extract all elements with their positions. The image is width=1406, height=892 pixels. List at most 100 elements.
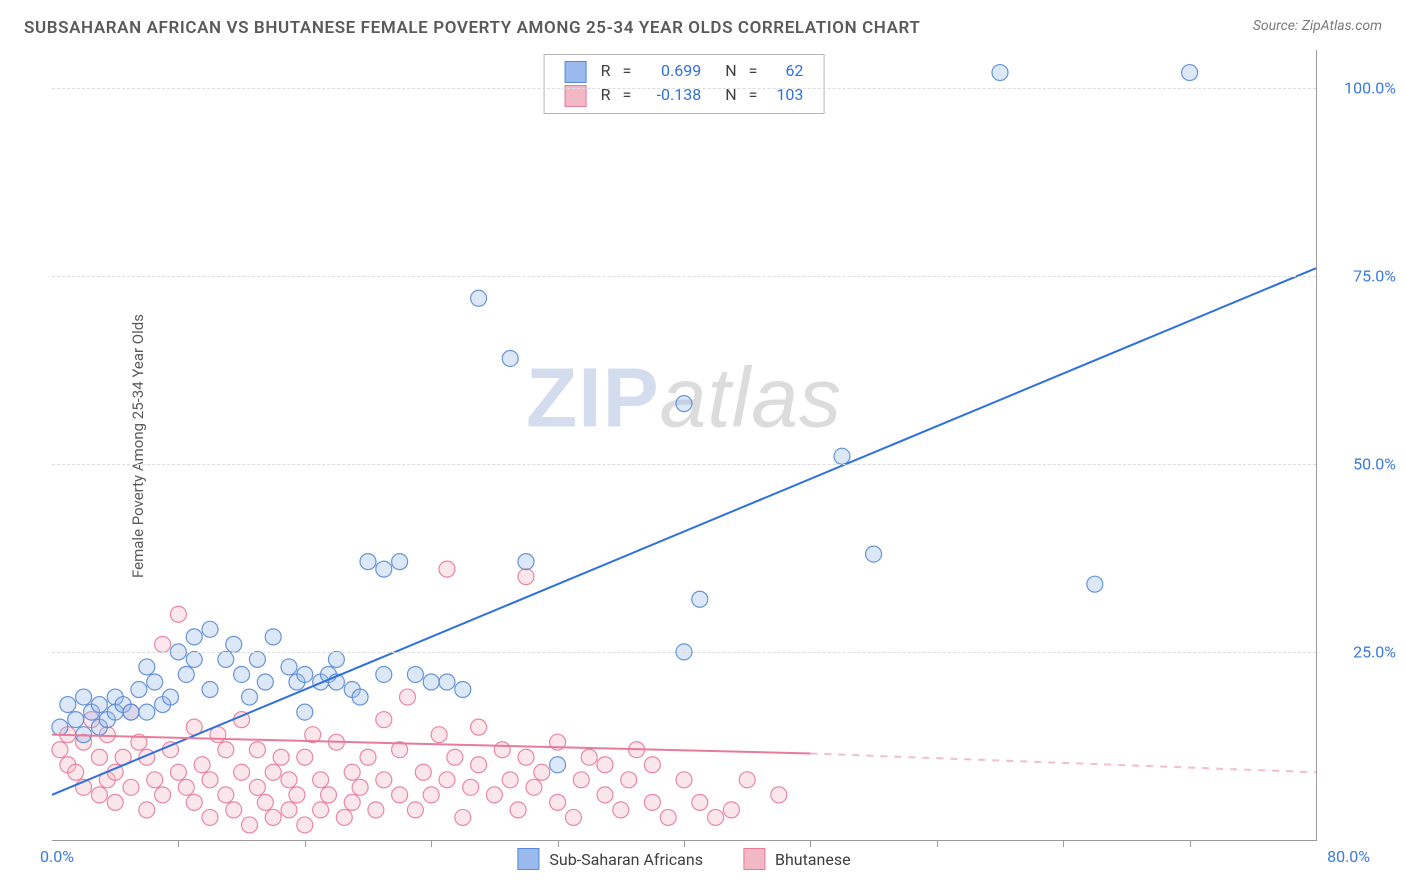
data-point-a: [52, 719, 68, 735]
data-point-b: [297, 817, 313, 833]
data-point-b: [510, 802, 526, 818]
data-point-b: [660, 809, 676, 825]
data-point-a: [550, 757, 566, 773]
y-tick-label: 75.0%: [1326, 266, 1396, 285]
legend-label-a: Sub-Saharan Africans: [549, 850, 703, 869]
data-point-b: [613, 802, 629, 818]
data-point-a: [692, 591, 708, 607]
data-point-b: [723, 802, 739, 818]
equals-sign: =: [743, 59, 764, 83]
x-axis-origin-label: 0.0%: [40, 847, 74, 866]
data-point-b: [518, 749, 534, 765]
data-point-b: [297, 749, 313, 765]
data-point-b: [739, 772, 755, 788]
data-point-a: [123, 704, 139, 720]
data-point-a: [376, 561, 392, 577]
x-axis-end-label: 80.0%: [1327, 847, 1370, 866]
data-point-a: [376, 666, 392, 682]
data-point-b: [415, 764, 431, 780]
n-value-a: 62: [763, 59, 809, 83]
data-point-a: [423, 674, 439, 690]
data-point-a: [676, 396, 692, 412]
data-point-b: [52, 742, 68, 758]
data-point-a: [1087, 576, 1103, 592]
swatch-series-b: [743, 848, 765, 870]
data-point-b: [155, 636, 171, 652]
trend-line-b-dashed: [810, 753, 1316, 772]
n-label: N: [707, 59, 742, 83]
data-point-b: [471, 719, 487, 735]
data-point-b: [257, 794, 273, 810]
x-tick: [558, 840, 559, 847]
r-label: R: [595, 59, 617, 83]
data-point-b: [226, 802, 242, 818]
data-point-b: [352, 779, 368, 795]
data-point-a: [249, 651, 265, 667]
data-point-a: [131, 682, 147, 698]
gridline-h: [52, 464, 1316, 465]
n-value-b: 103: [763, 83, 809, 107]
data-point-b: [194, 757, 210, 773]
data-point-b: [494, 742, 510, 758]
data-point-a: [226, 636, 242, 652]
data-point-b: [344, 794, 360, 810]
legend-label-b: Bhutanese: [775, 850, 851, 869]
data-point-a: [68, 712, 84, 728]
data-point-b: [455, 809, 471, 825]
data-point-a: [186, 629, 202, 645]
r-value-b: -0.138: [637, 83, 707, 107]
data-point-b: [550, 794, 566, 810]
data-point-b: [202, 772, 218, 788]
data-point-a: [218, 651, 234, 667]
x-tick: [1063, 840, 1064, 847]
data-point-b: [68, 764, 84, 780]
data-point-b: [526, 779, 542, 795]
data-point-b: [289, 787, 305, 803]
data-point-b: [273, 749, 289, 765]
data-point-a: [163, 689, 179, 705]
data-point-a: [439, 674, 455, 690]
x-tick: [431, 840, 432, 847]
data-point-b: [91, 749, 107, 765]
x-tick: [178, 840, 179, 847]
data-point-a: [281, 659, 297, 675]
data-point-b: [486, 787, 502, 803]
x-tick: [937, 840, 938, 847]
r-value-a: 0.699: [637, 59, 707, 83]
series-legend: Sub-Saharan Africans Bhutanese: [517, 848, 850, 870]
data-point-b: [186, 794, 202, 810]
data-point-b: [708, 809, 724, 825]
data-point-b: [234, 764, 250, 780]
data-point-a: [360, 554, 376, 570]
equals-sign: =: [616, 83, 637, 107]
gridline-h: [52, 276, 1316, 277]
data-point-b: [400, 689, 416, 705]
correlation-legend: R = 0.699 N = 62 R = -0.138 N = 103: [544, 54, 825, 114]
data-point-b: [249, 779, 265, 795]
data-point-b: [139, 802, 155, 818]
data-point-a: [866, 546, 882, 562]
data-point-b: [439, 561, 455, 577]
r-label: R: [595, 83, 617, 107]
data-point-a: [392, 554, 408, 570]
data-point-b: [644, 794, 660, 810]
data-point-b: [431, 727, 447, 743]
data-point-b: [439, 772, 455, 788]
data-point-a: [186, 651, 202, 667]
data-point-a: [471, 290, 487, 306]
data-point-b: [676, 772, 692, 788]
data-point-b: [170, 606, 186, 622]
data-point-a: [234, 666, 250, 682]
data-point-b: [463, 779, 479, 795]
data-point-a: [352, 689, 368, 705]
data-point-b: [376, 772, 392, 788]
legend-item-a: Sub-Saharan Africans: [517, 848, 703, 870]
data-point-a: [992, 65, 1008, 81]
source-name: ZipAtlas.com: [1302, 18, 1382, 34]
data-point-b: [155, 787, 171, 803]
data-point-b: [202, 809, 218, 825]
data-point-a: [139, 704, 155, 720]
data-point-b: [281, 772, 297, 788]
data-point-b: [265, 764, 281, 780]
data-point-b: [107, 794, 123, 810]
